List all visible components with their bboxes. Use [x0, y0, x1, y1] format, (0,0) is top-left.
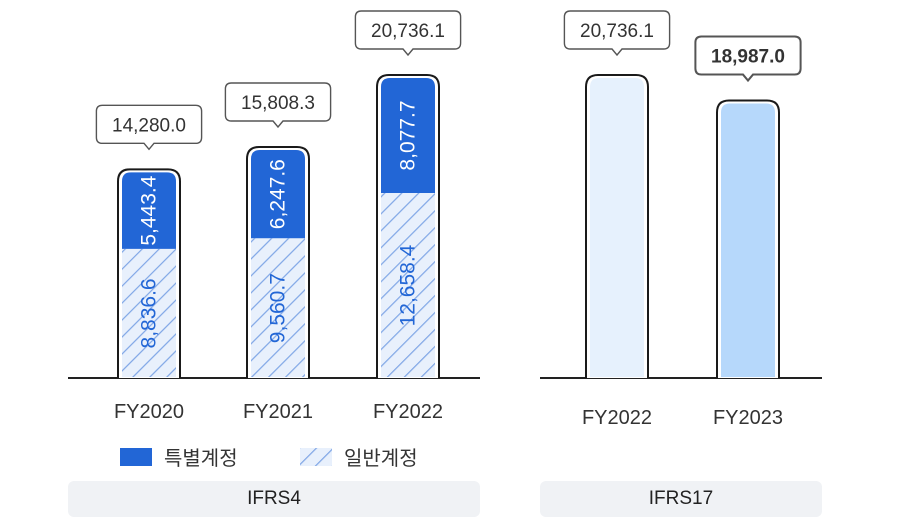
value-label-general-fy2020: 8,836.6 [138, 278, 161, 348]
bar-special-fy2021 [251, 150, 305, 239]
total-callout-fy2020: 14,280.0 [95, 104, 203, 151]
group-label-ifrs17: IFRS17 [540, 481, 822, 517]
x-tick-ifrs4-fy2021: FY2021 [243, 401, 313, 423]
value-callout-ifrs17-fy2022-box [563, 10, 671, 57]
x-tick-ifrs4-fy2020: FY2020 [114, 401, 184, 423]
group-label-ifrs4: IFRS4 [68, 481, 480, 517]
x-tick-ifrs4-fy2022: FY2022 [373, 401, 443, 423]
legend-swatch-special [120, 448, 152, 466]
total-callout-fy2022-box [354, 10, 462, 57]
value-callout-ifrs17-fy2023: 18,987.0 [694, 35, 802, 83]
bar-special-fy2020 [122, 172, 176, 249]
total-callout-fy2022: 20,736.1 [354, 10, 462, 57]
value-callout-ifrs17-fy2023-box [694, 35, 802, 83]
bar-ifrs17-fy2022 [590, 78, 644, 377]
legend: 특별계정 일반계정 [120, 447, 418, 470]
total-callout-fy2020-text: 14,280.0 [112, 115, 186, 136]
value-label-special-fy2021: 6,247.6 [267, 159, 290, 229]
legend-label-general: 일반계정 [344, 447, 418, 470]
bar-general-fy2022 [381, 193, 435, 377]
value-label-special-fy2022: 8,077.7 [397, 100, 420, 170]
x-tick-ifrs17-fy2022: FY2022 [582, 407, 652, 429]
value-label-general-fy2021: 9,560.7 [267, 273, 290, 343]
total-callout-fy2022-text: 20,736.1 [371, 21, 445, 42]
value-label-special-fy2020: 5,443.4 [138, 175, 161, 245]
x-tick-ifrs17-fy2023: FY2023 [713, 407, 783, 429]
value-label-general-fy2022: 12,658.4 [397, 244, 420, 326]
legend-swatch-general [300, 448, 332, 466]
total-callout-fy2020-box [95, 104, 203, 151]
value-callout-ifrs17-fy2022: 20,736.1 [563, 10, 671, 57]
bar-general-fy2020 [122, 248, 176, 377]
total-callout-fy2021-text: 15,808.3 [241, 93, 315, 114]
value-callout-ifrs17-fy2023-text: 18,987.0 [711, 47, 785, 68]
bar-ifrs17-fy2023 [721, 103, 775, 377]
value-callout-ifrs17-fy2022-text: 20,736.1 [580, 21, 654, 42]
total-callout-fy2021: 15,808.3 [224, 82, 332, 129]
chart-canvas: 8,836.6 5,443.4 14,280.0 FY2020 9,560.7 6,247… [68, 10, 822, 470]
total-callout-fy2021-box [224, 82, 332, 129]
legend-label-special: 특별계정 [164, 447, 238, 470]
bar-general-fy2021 [251, 238, 305, 377]
bar-special-fy2022 [381, 78, 435, 194]
